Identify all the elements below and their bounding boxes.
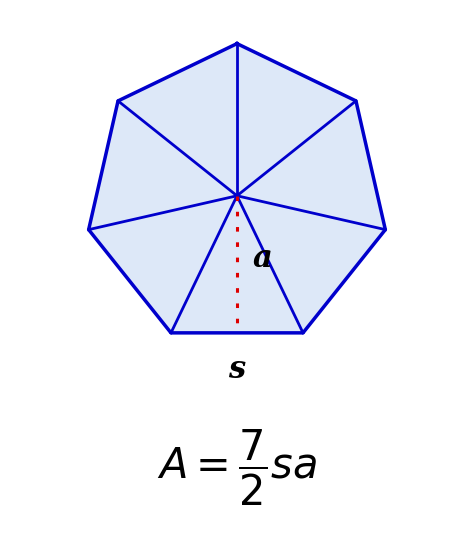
- Text: a: a: [252, 243, 272, 274]
- Text: s: s: [228, 354, 246, 385]
- Text: $A = \dfrac{7}{2}sa$: $A = \dfrac{7}{2}sa$: [157, 428, 317, 508]
- Polygon shape: [89, 44, 385, 333]
